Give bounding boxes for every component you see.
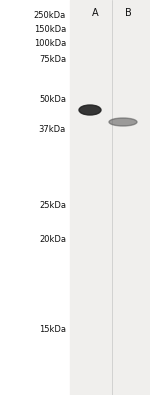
Text: A: A (92, 8, 98, 18)
Text: 250kDa: 250kDa (34, 11, 66, 19)
Text: 150kDa: 150kDa (34, 26, 66, 34)
Text: 20kDa: 20kDa (39, 235, 66, 245)
Text: 50kDa: 50kDa (39, 96, 66, 105)
Text: 75kDa: 75kDa (39, 56, 66, 64)
Text: 15kDa: 15kDa (39, 325, 66, 335)
Ellipse shape (79, 105, 101, 115)
Bar (70, 0, 150, 395)
Text: B: B (125, 8, 131, 18)
Text: 100kDa: 100kDa (34, 40, 66, 49)
Text: 25kDa: 25kDa (39, 201, 66, 209)
Ellipse shape (109, 118, 137, 126)
Text: 37kDa: 37kDa (39, 126, 66, 135)
